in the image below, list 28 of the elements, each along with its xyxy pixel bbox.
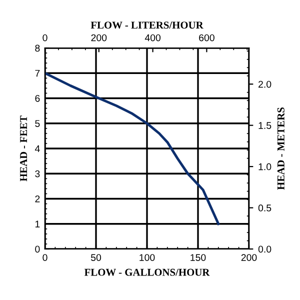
x-tick-label: 200	[241, 254, 257, 261]
y-tick-label: 7	[35, 70, 40, 77]
x-tick-label: 0	[42, 254, 48, 261]
y2-tick-label: 2.0	[258, 80, 272, 88]
y-tick-label: 4	[34, 145, 40, 152]
x2-tick-label: 0	[42, 34, 48, 42]
y-tick-label: 2	[35, 195, 40, 202]
y2-tick-label: 0.5	[258, 204, 272, 212]
x2-tick-label: 400	[144, 34, 161, 42]
x-tick-label: 150	[190, 254, 206, 261]
x2-tick-label: 600	[199, 34, 214, 42]
y-tick-label: 1	[35, 220, 40, 228]
y2-axis-title: HEAD - METERS	[277, 108, 284, 190]
y2-tick-label: 1.5	[258, 122, 272, 129]
x2-tick-label: 200	[91, 34, 107, 42]
y-tick-label: 0	[35, 246, 40, 253]
y-axis-title: HEAD - FEET	[20, 116, 27, 182]
y-tick-label: 6	[35, 94, 40, 102]
x2-axis-title: FLOW - LITERS/HOUR	[90, 22, 204, 29]
line-series	[45, 72, 220, 226]
y-tick-label: 3	[35, 170, 40, 178]
y-tick-label: 5	[35, 120, 40, 127]
y2-tick-label: 0.0	[258, 246, 272, 253]
y2-tick-label: 1.0	[258, 163, 272, 170]
x-tick-label: 50	[90, 254, 102, 261]
x-tick-label: 100	[140, 254, 155, 261]
y-tick-label: 8	[35, 44, 40, 52]
x-axis-title: FLOW - GALLONS/HOUR	[84, 268, 210, 276]
